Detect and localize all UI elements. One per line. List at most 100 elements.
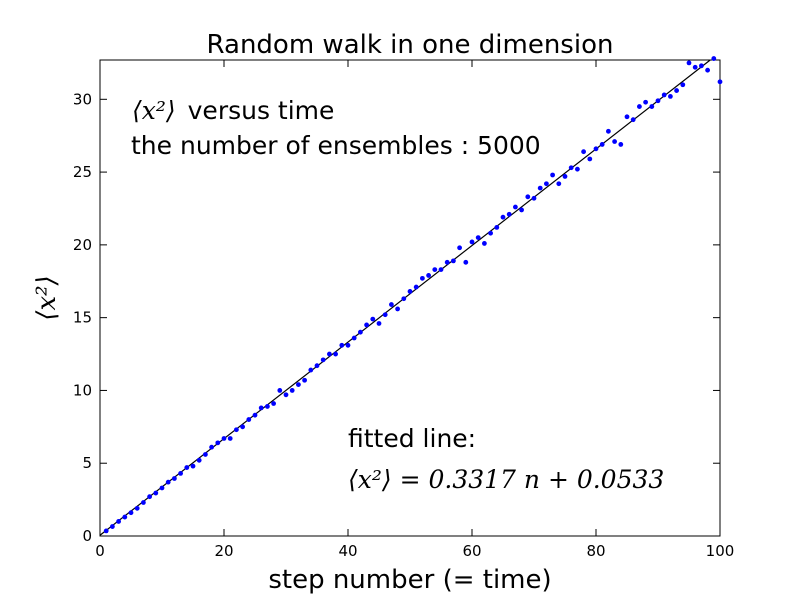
data-point (562, 174, 568, 179)
data-point (686, 60, 692, 66)
data-point (488, 230, 493, 236)
data-point (444, 259, 450, 265)
data-point (320, 357, 326, 363)
data-point (513, 204, 518, 210)
data-point (122, 514, 128, 520)
annotation-fit-line2: ⟨x²⟩ = 0.3317 n + 0.0533 (348, 465, 664, 494)
x-ticks: 0 20 40 60 80 100 (95, 60, 734, 560)
data-point (630, 117, 636, 123)
data-point (184, 465, 190, 470)
annotation-top-line2: the number of ensembles : 5000 (131, 131, 541, 160)
data-point (606, 128, 611, 134)
x-tick-label: 100 (706, 542, 735, 560)
data-point (178, 471, 184, 476)
annotation-top-math: ⟨x²⟩ (132, 96, 176, 125)
data-point (147, 494, 153, 500)
data-point (432, 267, 438, 273)
data-point (469, 239, 475, 245)
data-point (196, 457, 202, 463)
data-point (537, 185, 543, 191)
data-point (680, 82, 686, 88)
data-point (240, 424, 246, 430)
data-point (500, 214, 506, 220)
data-points (103, 56, 723, 534)
data-point (482, 241, 487, 246)
data-point (544, 181, 549, 187)
data-point (159, 485, 165, 491)
data-point (103, 528, 109, 534)
x-tick-label: 80 (586, 542, 605, 560)
data-point (668, 93, 673, 99)
y-tick-label: 30 (73, 90, 92, 108)
data-point (302, 377, 307, 383)
data-point (661, 92, 667, 98)
data-point (525, 194, 531, 200)
data-point (692, 64, 698, 70)
data-point (134, 505, 140, 511)
y-tick-label: 20 (73, 236, 92, 254)
y-axis-label: ⟨x²⟩ (32, 275, 62, 320)
data-point (705, 67, 710, 73)
data-point (339, 342, 345, 348)
data-point (382, 312, 388, 318)
data-point (618, 142, 624, 147)
data-point (376, 321, 382, 326)
y-tick-label: 0 (82, 527, 92, 545)
data-point (370, 316, 376, 322)
data-point (438, 267, 444, 273)
data-point (556, 181, 562, 187)
data-point (413, 284, 419, 290)
data-point (345, 342, 351, 348)
x-tick-label: 20 (214, 542, 233, 560)
data-point (116, 519, 121, 524)
data-point (110, 524, 115, 529)
data-point (451, 258, 456, 264)
annotation-top-text: versus time (188, 96, 335, 125)
data-point (277, 388, 283, 393)
data-point (624, 114, 630, 120)
data-point (519, 207, 524, 213)
data-point (364, 322, 369, 328)
data-point (599, 142, 605, 147)
data-point (296, 382, 301, 388)
data-point (265, 404, 270, 409)
data-point (308, 367, 314, 373)
data-point (327, 351, 332, 357)
data-point (643, 99, 648, 105)
data-point (717, 79, 723, 85)
x-axis-label: step number (= time) (268, 565, 551, 595)
data-point (234, 427, 239, 433)
data-point (258, 405, 264, 411)
data-point (587, 156, 593, 162)
data-point (649, 104, 655, 109)
data-point (271, 401, 276, 406)
data-point (221, 436, 227, 441)
y-tick-label: 5 (82, 454, 92, 472)
data-point (401, 296, 407, 302)
data-point (389, 302, 394, 307)
data-point (351, 335, 357, 341)
data-point (283, 392, 289, 398)
x-tick-label: 40 (338, 542, 357, 560)
y-tick-label: 25 (73, 163, 92, 181)
y-tick-label: 10 (73, 381, 92, 399)
data-point (141, 500, 146, 505)
data-point (550, 172, 555, 178)
data-point (674, 88, 679, 93)
data-point (475, 235, 481, 240)
y-tick-label: 15 (73, 309, 92, 327)
data-point (612, 139, 617, 144)
data-point (593, 146, 599, 152)
data-point (494, 225, 500, 230)
data-point (463, 259, 469, 265)
plot-area (99, 59, 721, 537)
x-tick-label: 0 (95, 542, 105, 560)
annotation-top-line1: ⟨x²⟩ versus time (132, 96, 334, 125)
data-point (568, 165, 574, 171)
data-point (711, 56, 717, 61)
data-point (531, 195, 537, 201)
data-point (252, 412, 258, 418)
chart-title: Random walk in one dimension (207, 30, 614, 60)
data-point (506, 211, 512, 217)
